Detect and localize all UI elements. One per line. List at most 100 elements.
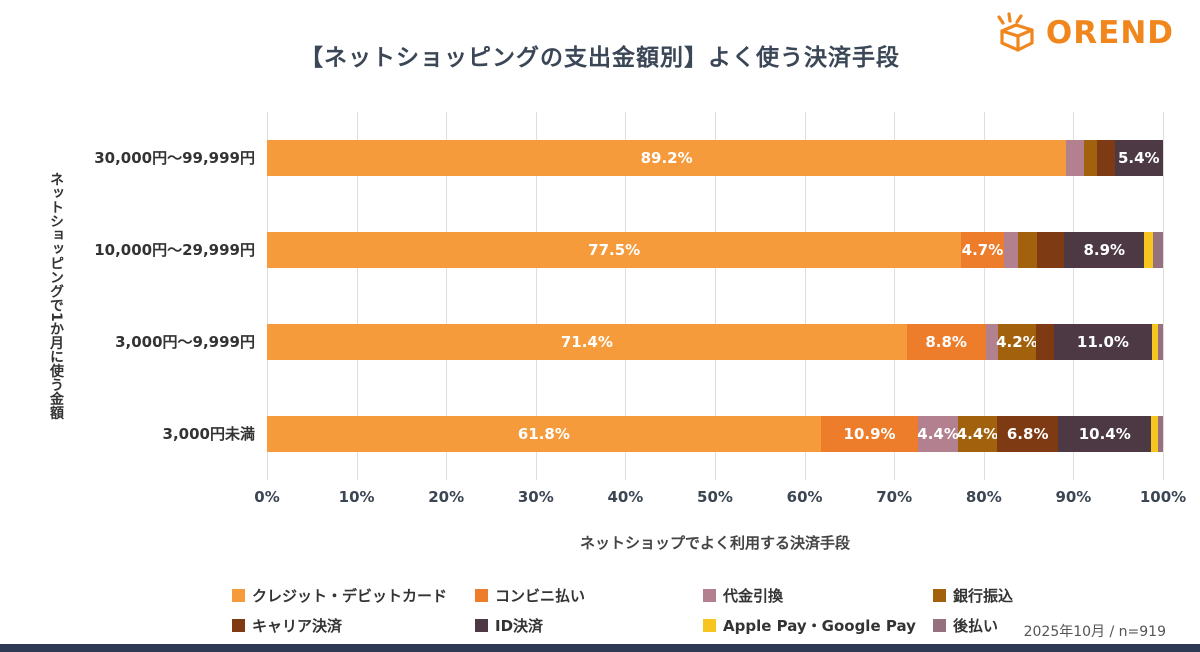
legend-swatch	[933, 589, 946, 602]
bar-segment: 6.8%	[997, 416, 1059, 452]
x-tick-label: 40%	[607, 488, 644, 506]
bar-segment-label: 5.4%	[1117, 149, 1160, 167]
bar-segment: 4.2%	[996, 324, 1038, 360]
bar-segment-label: 6.8%	[1006, 425, 1049, 443]
legend-label: キャリア決済	[252, 617, 343, 635]
legend-swatch	[933, 619, 946, 632]
bar-segment-label: 8.8%	[925, 333, 967, 351]
bar-segment	[1152, 324, 1158, 360]
bar-segment: 89.2%	[267, 140, 1067, 176]
bar-segment-label: 77.5%	[588, 241, 641, 259]
legend-swatch	[703, 589, 716, 602]
bar-row: 77.5% 4.7% 8.9%	[267, 232, 1163, 268]
bar-segment-label: 10.9%	[843, 425, 896, 443]
bar-segment	[1151, 416, 1158, 452]
category-label: 3,000円未満	[162, 425, 255, 443]
category-label: 3,000円〜9,999円	[115, 333, 255, 351]
gridline	[446, 112, 448, 480]
bar-segment: 5.4%	[1114, 140, 1163, 176]
x-tick-label: 50%	[697, 488, 733, 506]
legend-label: Apple Pay・Google Pay	[723, 617, 916, 635]
legend-label: 銀行振込	[953, 587, 1014, 605]
bar-segment: 8.9%	[1064, 232, 1145, 268]
bar-segment	[1144, 232, 1154, 268]
bar-segment: 71.4%	[267, 324, 907, 360]
x-tick-label: 70%	[876, 488, 913, 506]
x-tick-label: 100%	[1139, 488, 1187, 506]
x-tick-label: 60%	[786, 488, 823, 506]
gridline	[625, 112, 627, 480]
bar-segment: 10.9%	[820, 416, 919, 452]
gridline	[715, 112, 716, 480]
legend-label: コンビニ払い	[495, 587, 586, 605]
bar-segment	[985, 324, 999, 360]
gridline	[1073, 112, 1075, 480]
x-tick-label: 80%	[965, 488, 1002, 506]
bar-segment	[1036, 232, 1065, 268]
bar-segment	[1003, 232, 1018, 268]
legend-label: クレジット・デビットカード	[252, 587, 448, 605]
legend-label: 代金引換	[723, 587, 784, 605]
bar-segment: 8.8%	[906, 324, 986, 360]
legend-item: キャリア決済	[232, 615, 475, 636]
legend-label: 後払い	[953, 617, 999, 635]
bar-segment-label: 4.4%	[917, 425, 959, 443]
legend-item: Apple Pay・Google Pay	[703, 615, 933, 636]
bar-segment: 4.4%	[917, 416, 959, 452]
legend-swatch	[232, 619, 245, 632]
bar-segment	[1084, 140, 1097, 176]
y-axis-title: ネットショッピングで1か月に使う金額	[48, 172, 64, 420]
legend: クレジット・デビットカード コンビニ払い 代金引換 銀行振込キャリア決済 ID決済 App…	[232, 585, 1173, 636]
legend-swatch	[703, 619, 716, 632]
bar-segment-label: 71.4%	[560, 333, 613, 351]
orend-logo-icon	[997, 12, 1034, 52]
x-tick-label: 20%	[428, 488, 465, 506]
bar-segment-label: 4.4%	[956, 425, 999, 443]
bar-segment-label: 4.2%	[996, 333, 1038, 351]
bar-segment	[1153, 232, 1163, 268]
bar-segment	[1096, 140, 1115, 176]
footnote: 2025年10月 / n=919	[1023, 624, 1166, 640]
legend-item: ID決済	[475, 615, 703, 636]
legend-swatch	[475, 619, 488, 632]
bar-row: 89.2% 5.4%	[267, 140, 1163, 176]
bar-segment: 77.5%	[267, 232, 962, 268]
legend-item: コンビニ払い	[475, 585, 703, 606]
bar-segment: 11.0%	[1053, 324, 1153, 360]
gridline	[535, 112, 537, 480]
bar-segment: 10.4%	[1058, 416, 1152, 452]
bar-segment: 4.4%	[956, 416, 999, 452]
bar-segment-label: 61.8%	[517, 425, 570, 443]
x-axis-title: ネットショップでよく利用する決済手段	[579, 534, 850, 552]
logo-text: OREND	[1045, 15, 1174, 51]
legend-item: クレジット・デビットカード	[232, 585, 475, 606]
gridline	[894, 112, 896, 480]
bar-segment-label: 11.0%	[1076, 333, 1129, 351]
x-tick-label: 0%	[254, 488, 280, 506]
logo: OREND	[994, 12, 1174, 54]
bar-segment	[1157, 324, 1163, 360]
bar-row: 61.8% 10.9% 4.4% 4.4% 6.8% 10.4%	[267, 416, 1163, 452]
bar-segment-label: 4.7%	[961, 241, 1004, 259]
gridline	[267, 112, 268, 480]
bar-segment: 61.8%	[267, 416, 821, 452]
plot-area: 89.2% 5.4% 77.5% 4.7% 8.9% 71.4% 8.8% 4.2% 11.0%…	[267, 112, 1164, 480]
bar-segment-label: 89.2%	[640, 149, 693, 167]
legend-item: 後払い	[933, 615, 1173, 636]
x-tick-label: 10%	[338, 488, 375, 506]
bar-segment: 4.7%	[961, 232, 1004, 268]
gridline	[804, 112, 806, 480]
legend-swatch	[232, 589, 245, 602]
bar-segment	[1017, 232, 1037, 268]
bar-segment	[1066, 140, 1085, 176]
legend-label: ID決済	[495, 617, 544, 635]
gridline	[983, 112, 985, 480]
gridline	[356, 112, 358, 480]
category-label: 30,000円〜99,999円	[94, 149, 255, 167]
bar-segment-label: 8.9%	[1083, 241, 1126, 259]
x-tick-label: 30%	[517, 488, 554, 506]
legend-swatch	[475, 589, 488, 602]
gridline	[1163, 112, 1164, 480]
bar-segment-label: 10.4%	[1078, 425, 1131, 443]
